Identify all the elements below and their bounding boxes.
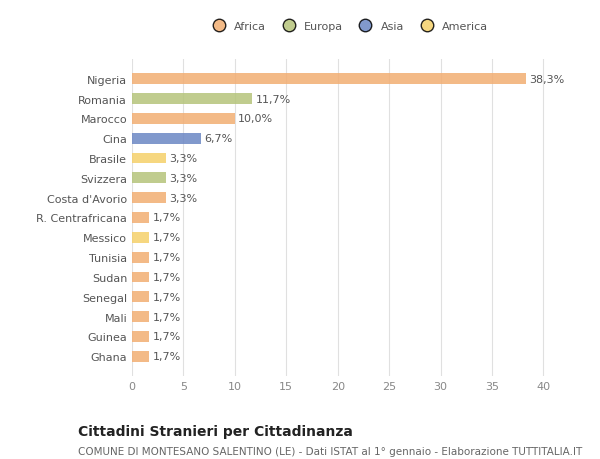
Text: 1,7%: 1,7% (152, 252, 181, 263)
Text: Cittadini Stranieri per Cittadinanza: Cittadini Stranieri per Cittadinanza (78, 425, 353, 438)
Text: 3,3%: 3,3% (169, 154, 197, 164)
Text: 3,3%: 3,3% (169, 193, 197, 203)
Legend: Africa, Europa, Asia, America: Africa, Europa, Asia, America (203, 18, 493, 37)
Bar (132, 213, 149, 224)
Bar (132, 134, 201, 144)
Text: 3,3%: 3,3% (169, 174, 197, 184)
Text: 38,3%: 38,3% (529, 74, 564, 84)
Text: 1,7%: 1,7% (152, 352, 181, 362)
Text: COMUNE DI MONTESANO SALENTINO (LE) - Dati ISTAT al 1° gennaio - Elaborazione TUT: COMUNE DI MONTESANO SALENTINO (LE) - Dat… (78, 446, 582, 456)
Text: 1,7%: 1,7% (152, 213, 181, 223)
Bar (132, 272, 149, 283)
Bar (132, 292, 149, 302)
Bar (132, 252, 149, 263)
Bar (132, 74, 526, 85)
Text: 6,7%: 6,7% (204, 134, 232, 144)
Text: 11,7%: 11,7% (256, 94, 290, 104)
Bar (132, 94, 253, 105)
Text: 1,7%: 1,7% (152, 233, 181, 243)
Bar (132, 193, 166, 204)
Text: 10,0%: 10,0% (238, 114, 273, 124)
Bar (132, 351, 149, 362)
Bar (132, 331, 149, 342)
Text: 1,7%: 1,7% (152, 292, 181, 302)
Bar (132, 232, 149, 243)
Text: 1,7%: 1,7% (152, 272, 181, 282)
Bar (132, 312, 149, 322)
Text: 1,7%: 1,7% (152, 312, 181, 322)
Text: 1,7%: 1,7% (152, 332, 181, 342)
Bar (132, 173, 166, 184)
Bar (132, 153, 166, 164)
Bar (132, 114, 235, 124)
